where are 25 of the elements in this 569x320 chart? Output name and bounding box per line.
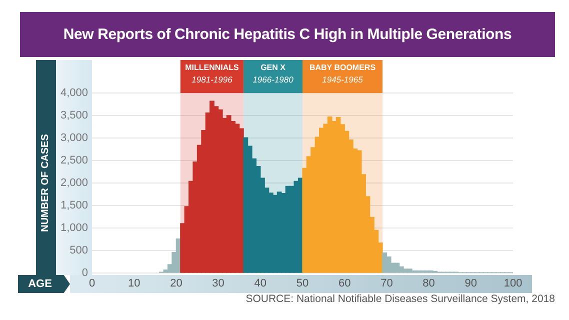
y-tick-label: 3,000 bbox=[60, 132, 88, 144]
band-label: GEN X 1966-1980 bbox=[252, 63, 294, 84]
x-tick-label: 20 bbox=[170, 278, 182, 290]
y-tick-label: 3,500 bbox=[60, 110, 88, 122]
x-tick-label: 90 bbox=[464, 278, 478, 290]
y-tick-label: 2,500 bbox=[60, 154, 88, 167]
x-tick-label: 40 bbox=[254, 278, 267, 290]
band-label: BABY BOOMERS 1945-1965 bbox=[309, 63, 376, 84]
x-tick-label: 70 bbox=[380, 278, 393, 290]
x-tick-label: 100 bbox=[504, 278, 522, 290]
x-tick-label: 60 bbox=[338, 278, 351, 290]
y-tick-label: 500 bbox=[70, 244, 88, 257]
y-tick-label: 0 bbox=[82, 267, 88, 280]
band-label: MILLENNIALS 1981-1996 bbox=[185, 63, 240, 84]
source-note: SOURCE: National Notifiable Diseases Surveillance System, 2018 bbox=[246, 293, 555, 305]
y-tick-label: 4,000 bbox=[60, 87, 88, 100]
y-axis-title: NUMBER OF CASES bbox=[40, 134, 51, 232]
x-axis-title: AGE bbox=[28, 278, 52, 290]
x-tick-label: 10 bbox=[128, 278, 140, 290]
x-tick-label: 50 bbox=[296, 278, 309, 290]
x-tick-label: 30 bbox=[212, 278, 224, 290]
y-tick-label: 1,000 bbox=[60, 222, 88, 234]
y-tick-label: 1,500 bbox=[60, 200, 88, 212]
y-tick-label: 2,000 bbox=[60, 177, 88, 190]
x-tick-label: 80 bbox=[422, 278, 435, 290]
